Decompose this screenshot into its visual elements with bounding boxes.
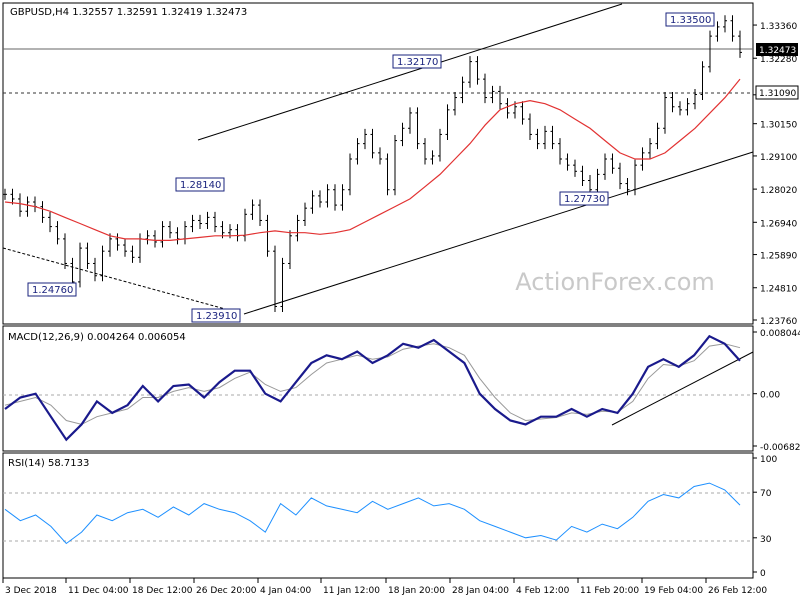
macd-tick-label: -0.006821: [760, 443, 800, 453]
macd-title: MACD(12,26,9) 0.004264 0.006054: [8, 332, 186, 343]
x-tick-label: 19 Feb 04:00: [644, 586, 703, 596]
macd-main-line: [4, 334, 741, 442]
price-tick-label: 1.23760: [760, 317, 797, 327]
rsi-tick-label: 30: [760, 535, 772, 545]
rsi-tick-label: 0: [760, 569, 766, 579]
annotation-label: 1.23910: [196, 311, 237, 322]
annotation-box: [665, 12, 715, 27]
price-markers: 1.32473 1.31090: [755, 43, 799, 100]
macd-y-axis: 0.008044 0.00 -0.006821: [753, 329, 800, 453]
down-trendline: [2, 247, 237, 313]
price-tick-label: 1.25890: [760, 252, 797, 262]
rsi-line: [4, 482, 741, 545]
x-tick-label: 28 Jan 04:00: [452, 586, 509, 596]
annotation-label: 1.32170: [397, 57, 438, 68]
x-tick-label: 11 Jan 12:00: [323, 586, 380, 596]
reference-price-label: 1.31090: [759, 89, 796, 99]
annotation-box: [27, 282, 77, 297]
rsi-y-axis: 100 70 30 0: [753, 455, 777, 579]
macd-trendline: [611, 351, 754, 426]
current-price-label: 1.32473: [759, 46, 796, 56]
annotation-label: 1.27730: [564, 194, 605, 205]
price-tick-label: 1.26940: [760, 219, 797, 229]
price-tick-label: 1.33360: [760, 22, 797, 32]
x-tick-label: 26 Feb 12:00: [708, 586, 767, 596]
upper-trendline: [197, 3, 623, 141]
x-tick-label: 4 Feb 12:00: [516, 586, 570, 596]
x-axis: 3 Dec 2018 11 Dec 04:00 18 Dec 12:00 26 Dec…: [2, 578, 767, 596]
x-tick-label: 26 Dec 20:00: [196, 586, 257, 596]
watermark: ActionForex.com: [515, 268, 715, 296]
price-title: GBPUSD,H4 1.32557 1.32591 1.32419 1.3247…: [10, 7, 247, 18]
x-tick-label: 4 Jan 04:00: [260, 586, 312, 596]
macd-tick-label: 0.00: [760, 391, 780, 401]
rsi-title: RSI(14) 58.7133: [8, 458, 89, 469]
moving-average-line: [4, 78, 741, 241]
price-annotations: 1.24760 1.28140 1.23910 1.32170 1.27730 1.335…: [27, 12, 715, 323]
annotation-box: [175, 177, 225, 192]
price-bars: [3, 15, 742, 313]
macd-tick-label: 0.008044: [760, 329, 800, 339]
price-tick-label: 1.30150: [760, 121, 797, 131]
rsi-tick-label: 70: [760, 489, 772, 499]
x-tick-label: 18 Dec 12:00: [132, 586, 193, 596]
current-price-marker: [756, 43, 798, 56]
price-tick-label: 1.32280: [760, 55, 797, 65]
lower-trendline: [243, 151, 754, 315]
annotation-box: [392, 54, 442, 69]
x-tick-label: 3 Dec 2018: [5, 586, 57, 596]
x-tick-label: 18 Jan 20:00: [388, 586, 445, 596]
annotation-box: [559, 191, 609, 206]
x-tick-label: 11 Dec 04:00: [68, 586, 129, 596]
annotation-label: 1.24760: [32, 285, 73, 296]
rsi-tick-label: 100: [760, 455, 777, 465]
annotation-label: 1.33500: [670, 15, 711, 26]
reference-price-marker: [755, 85, 799, 100]
price-tick-label: 1.28020: [760, 186, 797, 196]
x-tick-label: 11 Feb 20:00: [580, 586, 639, 596]
annotation-label: 1.28140: [180, 180, 221, 191]
price-tick-label: 1.24810: [760, 285, 797, 295]
price-tick-label: 1.29100: [760, 153, 797, 163]
annotation-box: [191, 308, 241, 323]
